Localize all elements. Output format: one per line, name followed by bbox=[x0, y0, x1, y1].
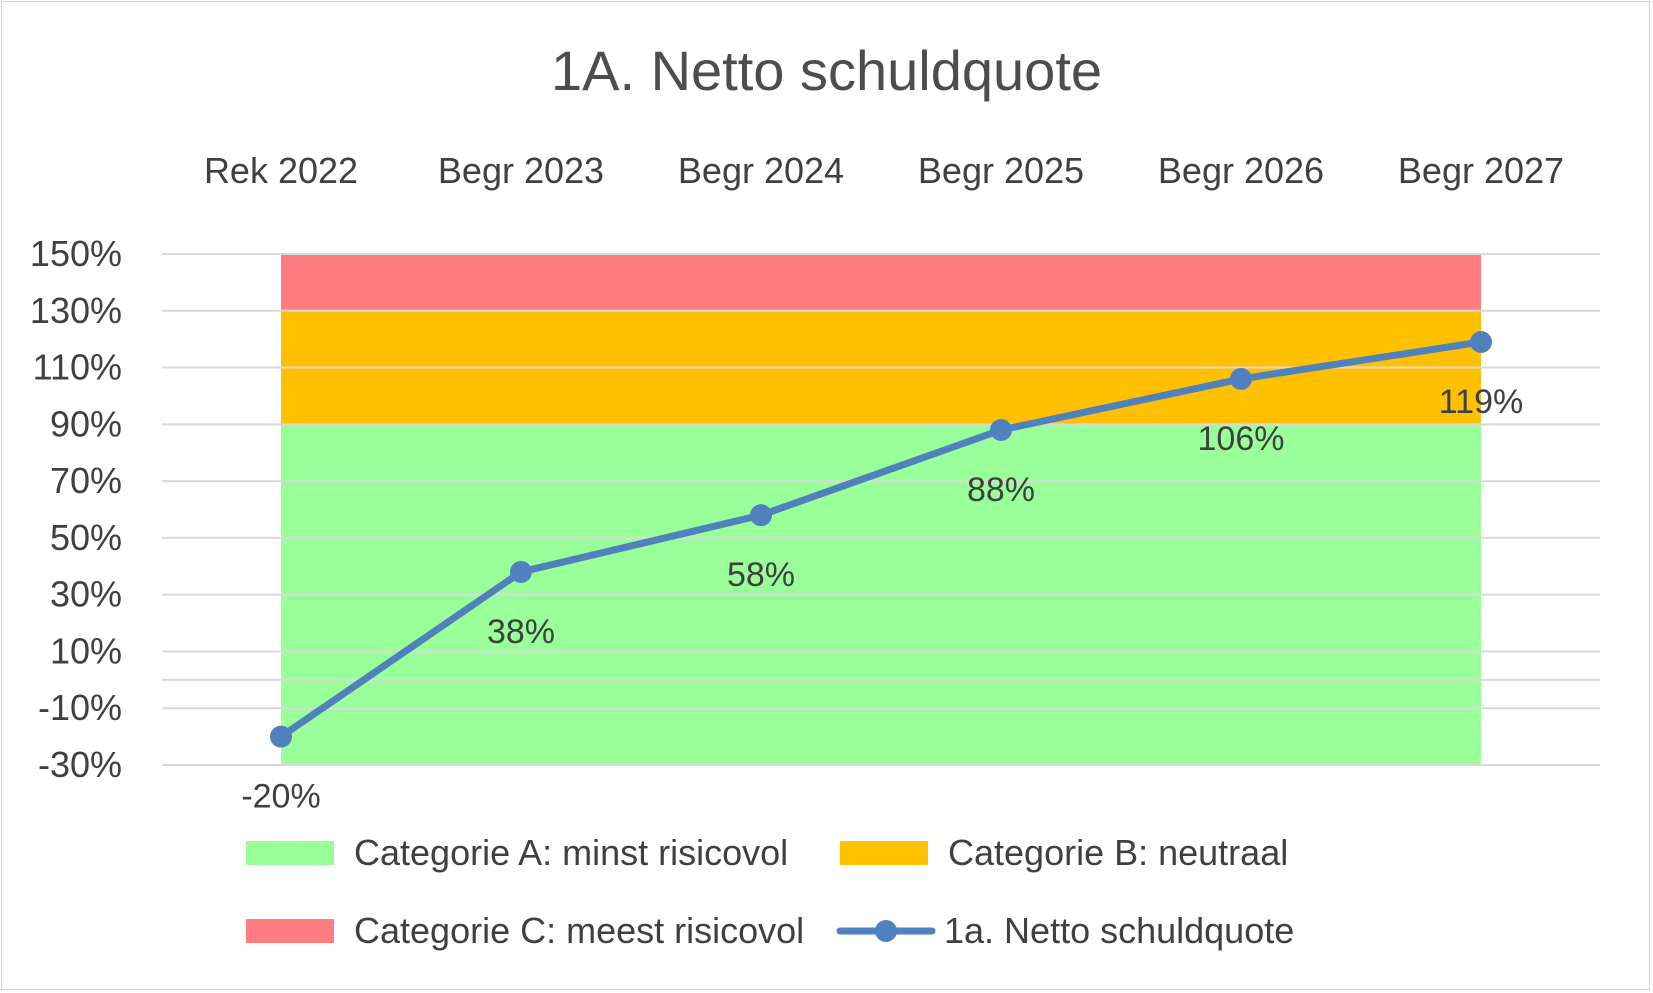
legend-item: Categorie B: neutraal bbox=[840, 829, 1288, 877]
data-label: 58% bbox=[727, 556, 795, 594]
y-tick-label: 70% bbox=[50, 460, 122, 501]
legend-label: 1a. Netto schuldquote bbox=[944, 910, 1295, 951]
legend-line-swatch bbox=[836, 907, 936, 955]
data-point bbox=[1230, 367, 1252, 390]
y-tick-label: 50% bbox=[50, 517, 122, 558]
data-label: 38% bbox=[487, 613, 555, 651]
y-tick-label: 90% bbox=[50, 403, 122, 444]
y-tick-label: -10% bbox=[38, 687, 122, 728]
x-category-label: Begr 2023 bbox=[438, 150, 604, 191]
x-category-label: Begr 2024 bbox=[678, 150, 844, 191]
band-c bbox=[281, 254, 1481, 311]
legend-item: Categorie A: minst risicovol bbox=[246, 829, 788, 877]
x-category-label: Begr 2025 bbox=[918, 150, 1084, 191]
data-label: -20% bbox=[241, 778, 320, 816]
legend-label: Categorie B: neutraal bbox=[948, 832, 1289, 873]
legend-label: Categorie A: minst risicovol bbox=[354, 832, 789, 873]
legend-swatch bbox=[246, 919, 334, 943]
y-tick-label: 130% bbox=[30, 290, 122, 331]
legend-swatch bbox=[840, 841, 928, 865]
data-point bbox=[990, 419, 1012, 442]
legend-item: 1a. Netto schuldquote bbox=[836, 907, 1294, 955]
y-tick-label: 110% bbox=[33, 347, 122, 388]
data-point bbox=[270, 725, 292, 748]
y-tick-label: -30% bbox=[38, 744, 122, 785]
data-label: 88% bbox=[967, 471, 1035, 509]
y-tick-label: 150% bbox=[30, 233, 122, 274]
y-tick-label: 30% bbox=[50, 574, 122, 615]
series-line bbox=[277, 338, 1485, 741]
data-label: 106% bbox=[1198, 420, 1285, 458]
x-category-label: Begr 2027 bbox=[1398, 150, 1564, 191]
y-tick-label: 10% bbox=[50, 630, 122, 671]
legend-swatch bbox=[246, 841, 334, 865]
legend-label: Categorie C: meest risicovol bbox=[354, 910, 805, 951]
legend-item: Categorie C: meest risicovol bbox=[246, 907, 804, 955]
x-category-label: Begr 2026 bbox=[1158, 150, 1324, 191]
chart-title: 1A. Netto schuldquote bbox=[550, 39, 1103, 102]
x-category-label: Rek 2022 bbox=[204, 150, 358, 191]
data-point bbox=[750, 504, 772, 527]
data-point bbox=[1470, 331, 1492, 354]
data-point bbox=[510, 560, 532, 583]
data-label: 119% bbox=[1439, 383, 1523, 421]
